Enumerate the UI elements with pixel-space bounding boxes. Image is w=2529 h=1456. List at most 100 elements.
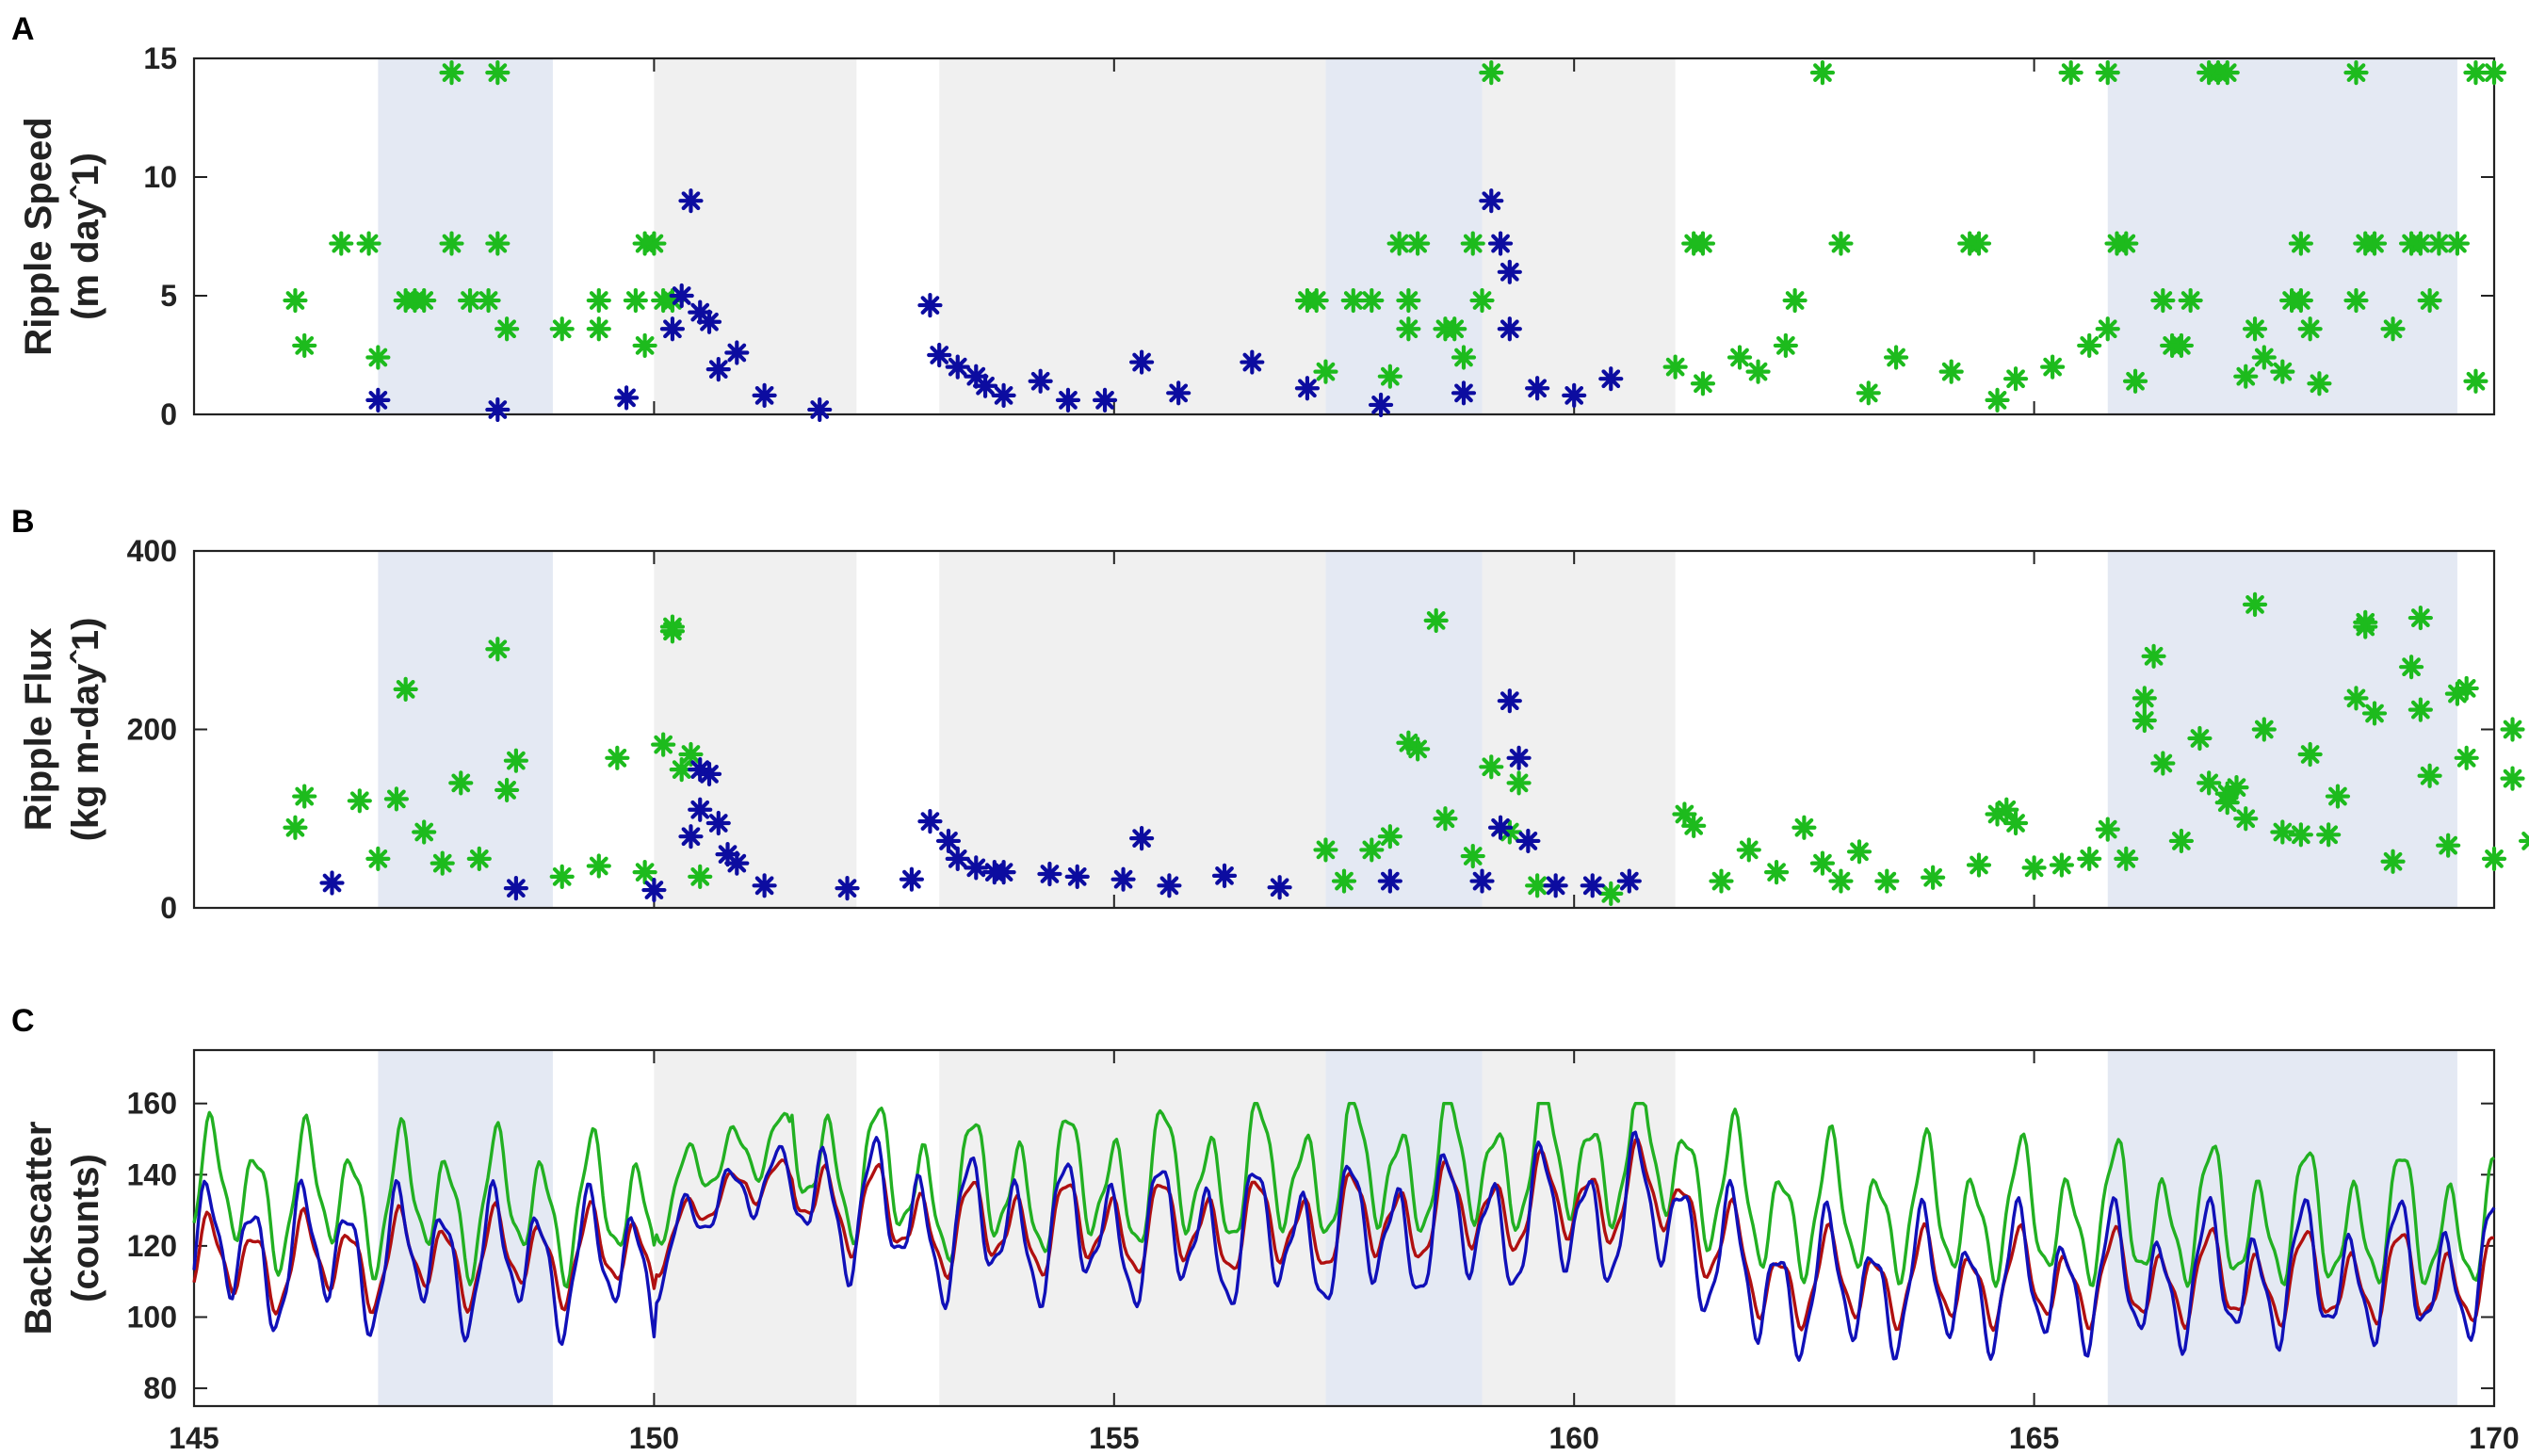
green-data-point xyxy=(1828,231,1854,256)
green-data-point xyxy=(365,345,391,370)
green-data-point xyxy=(1313,359,1338,384)
green-data-point xyxy=(2500,766,2525,791)
shaded-interval xyxy=(939,1050,1326,1406)
panel-letter: A xyxy=(11,11,35,47)
green-data-point xyxy=(678,741,704,768)
navy-data-point xyxy=(1166,380,1192,406)
green-data-point xyxy=(2426,231,2452,256)
green-data-point xyxy=(2002,810,2029,836)
shaded-interval xyxy=(1325,551,1483,908)
green-data-point xyxy=(1994,797,2019,822)
green-data-point xyxy=(2316,822,2342,848)
shaded-interval xyxy=(654,551,857,908)
navy-data-point xyxy=(1562,382,1587,408)
navy-data-point xyxy=(1516,828,1541,854)
green-data-point xyxy=(439,60,464,86)
green-data-point xyxy=(2122,368,2148,394)
navy-data-point xyxy=(807,396,833,423)
navy-data-point xyxy=(899,866,925,892)
green-data-point xyxy=(2343,287,2369,314)
navy-data-point xyxy=(678,824,704,849)
green-data-point xyxy=(292,784,317,809)
green-data-point xyxy=(632,332,657,359)
green-data-point xyxy=(1460,231,1485,256)
green-data-point xyxy=(1745,359,1771,384)
green-data-point xyxy=(2197,770,2222,796)
green-data-point xyxy=(2417,763,2442,788)
x-tick-label: 170 xyxy=(2469,1421,2519,1455)
y-axis-label: Ripple Flux xyxy=(18,628,59,832)
navy-data-point xyxy=(659,316,686,342)
green-data-point xyxy=(2132,707,2157,734)
green-data-point xyxy=(1442,316,1467,342)
y-tick-label: 80 xyxy=(143,1371,177,1405)
y-tick-label: 120 xyxy=(127,1229,177,1263)
green-data-point xyxy=(2270,359,2295,384)
green-data-point xyxy=(2288,231,2313,256)
panel-b: 0 200 400 B Ripple Flux (kg m-dayˆ1) xyxy=(11,504,2529,925)
green-data-point xyxy=(1377,364,1402,389)
green-data-point xyxy=(2500,717,2525,742)
navy-data-point xyxy=(1129,349,1155,375)
navy-data-point xyxy=(705,357,731,382)
green-data-point xyxy=(2187,725,2213,752)
green-data-point xyxy=(329,231,354,256)
green-data-point xyxy=(1396,287,1421,314)
y-tick-label: 100 xyxy=(127,1301,177,1335)
navy-data-point xyxy=(1543,873,1568,898)
green-data-point xyxy=(430,850,455,876)
navy-data-point xyxy=(1110,866,1136,892)
shaded-interval xyxy=(2107,58,2457,414)
navy-data-point xyxy=(724,850,750,876)
navy-data-point xyxy=(835,876,860,901)
y-tick-label: 140 xyxy=(127,1157,177,1191)
green-data-point xyxy=(2398,655,2424,680)
green-data-point xyxy=(485,637,511,662)
green-data-point xyxy=(2021,855,2047,881)
green-data-point xyxy=(549,864,575,889)
green-data-point xyxy=(2407,697,2433,722)
green-data-point xyxy=(503,748,528,773)
green-data-point xyxy=(1736,837,1761,863)
y-axis-label: Ripple Speed xyxy=(18,117,59,355)
navy-data-point xyxy=(1506,745,1532,770)
green-data-point xyxy=(494,316,520,342)
shaded-interval xyxy=(654,1050,857,1406)
navy-data-point xyxy=(1487,231,1514,256)
green-data-point xyxy=(688,864,713,889)
green-data-point xyxy=(1938,359,1964,384)
x-tick-label: 165 xyxy=(2009,1421,2059,1455)
green-data-point xyxy=(2214,60,2240,86)
green-data-point xyxy=(476,287,501,314)
navy-data-point xyxy=(1129,825,1155,851)
green-data-point xyxy=(2454,675,2479,702)
green-data-point xyxy=(2307,371,2332,396)
navy-data-point xyxy=(752,873,777,898)
x-tick-label: 150 xyxy=(629,1421,679,1455)
navy-data-point xyxy=(964,855,989,881)
green-data-point xyxy=(1433,806,1458,832)
green-data-point xyxy=(2058,60,2083,86)
green-data-point xyxy=(2049,852,2075,878)
green-data-point xyxy=(485,60,511,86)
green-data-point xyxy=(412,287,437,314)
navy-data-point xyxy=(1598,366,1624,392)
x-tick-label: 155 xyxy=(1089,1421,1139,1455)
green-data-point xyxy=(1386,231,1412,256)
green-data-point xyxy=(2077,846,2102,871)
green-data-point xyxy=(1874,868,1900,894)
green-data-point xyxy=(2380,849,2406,874)
green-data-point xyxy=(2417,287,2442,314)
shaded-interval xyxy=(1482,58,1676,414)
green-data-point xyxy=(1763,859,1790,885)
green-data-point xyxy=(2242,591,2268,617)
green-data-point xyxy=(586,853,611,879)
navy-data-point xyxy=(1368,392,1394,418)
navy-data-point xyxy=(485,396,511,423)
green-data-point xyxy=(2141,643,2166,669)
green-data-point xyxy=(2095,316,2120,342)
navy-data-point xyxy=(1377,868,1402,894)
navy-data-point xyxy=(641,877,667,903)
green-data-point xyxy=(1460,843,1485,869)
green-data-point xyxy=(2454,745,2479,770)
